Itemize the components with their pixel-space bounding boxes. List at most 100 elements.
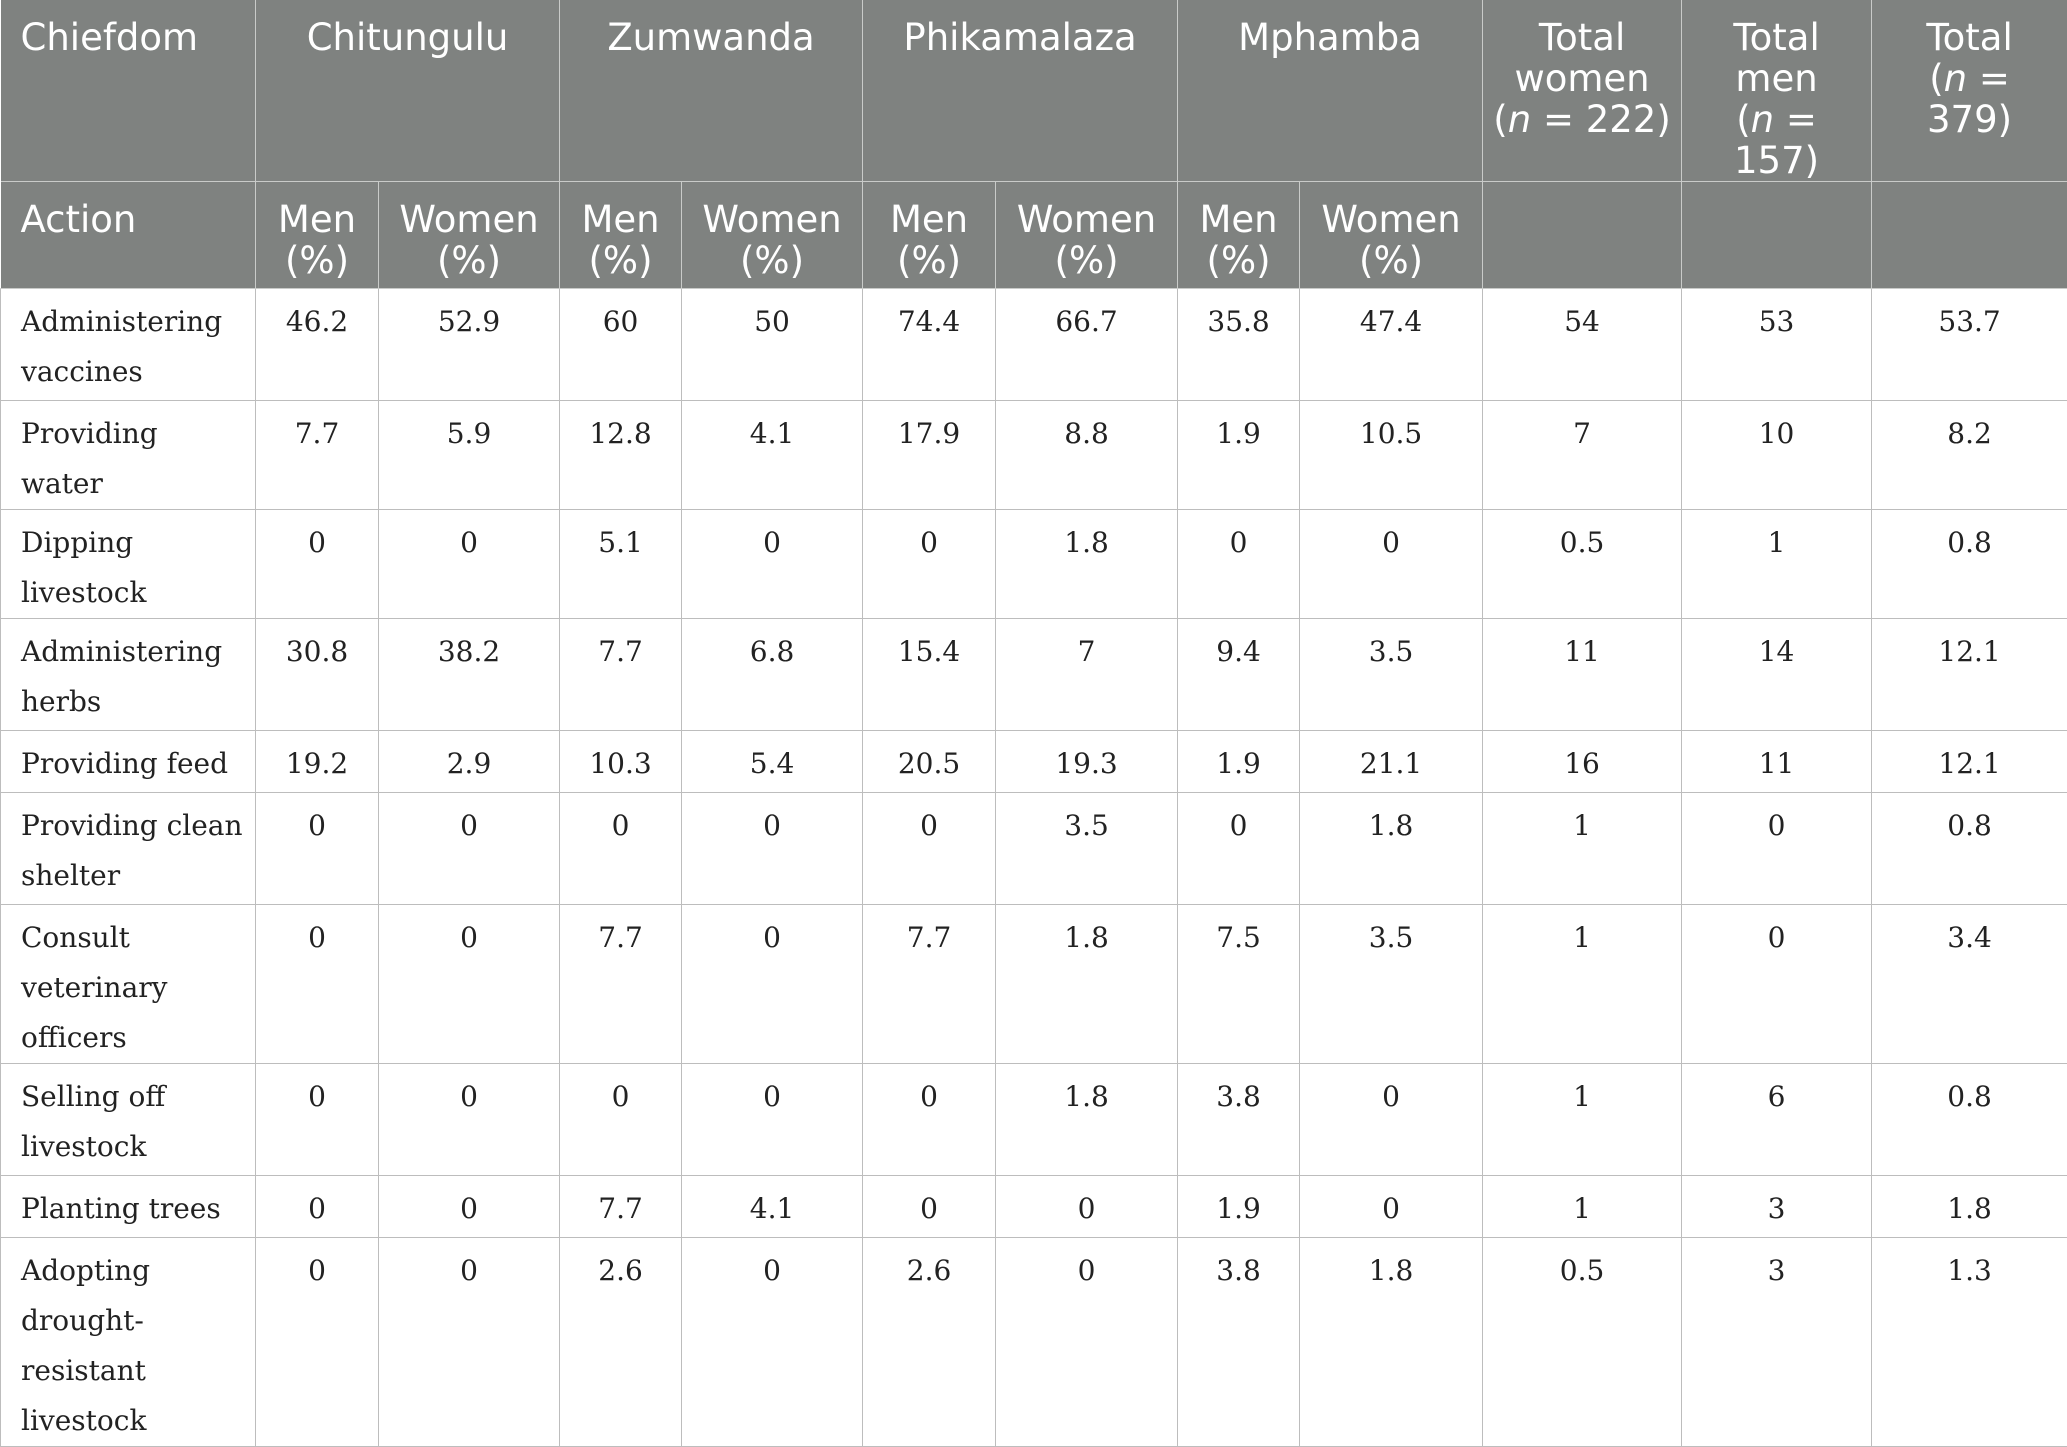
value-cell: 66.7	[996, 289, 1178, 401]
value-cell: 3.5	[996, 793, 1178, 905]
value-cell: 0	[1682, 905, 1872, 1064]
women-percent-header: Women(%)	[379, 182, 560, 289]
value-cell: 6.8	[682, 619, 863, 731]
value-cell: 60	[560, 289, 682, 401]
value-cell: 7.7	[560, 619, 682, 731]
value-cell: 38.2	[379, 619, 560, 731]
value-cell: 1.8	[1300, 1238, 1483, 1447]
value-cell: 2.6	[863, 1238, 996, 1447]
value-cell: 12.1	[1872, 619, 2067, 731]
value-cell: 3.5	[1300, 905, 1483, 1064]
chiefdom-header: Chiefdom	[1, 0, 256, 182]
action-cell: Planting trees	[1, 1176, 256, 1238]
value-cell: 1.3	[1872, 1238, 2067, 1447]
chiefdom-header-zumwanda: Zumwanda	[560, 0, 863, 182]
value-cell: 0.8	[1872, 1064, 2067, 1176]
value-cell: 15.4	[863, 619, 996, 731]
value-cell: 8.8	[996, 401, 1178, 510]
chiefdom-header-phikamalaza: Phikamalaza	[863, 0, 1178, 182]
value-cell: 0	[379, 793, 560, 905]
value-cell: 19.2	[256, 731, 379, 793]
value-cell: 0	[379, 1176, 560, 1238]
value-cell: 11	[1682, 731, 1872, 793]
value-cell: 0	[1682, 793, 1872, 905]
value-cell: 53	[1682, 289, 1872, 401]
value-cell: 0	[256, 510, 379, 619]
value-cell: 0	[682, 1238, 863, 1447]
value-cell: 1	[1483, 905, 1682, 1064]
men-percent-header: Men(%)	[863, 182, 996, 289]
value-cell: 8.2	[1872, 401, 2067, 510]
women-percent-header: Women(%)	[996, 182, 1178, 289]
value-cell: 0	[996, 1176, 1178, 1238]
value-cell: 3.5	[1300, 619, 1483, 731]
empty-header-cell	[1682, 182, 1872, 289]
value-cell: 1.9	[1178, 1176, 1300, 1238]
value-cell: 0	[379, 1238, 560, 1447]
value-cell: 9.4	[1178, 619, 1300, 731]
value-cell: 0	[1300, 1064, 1483, 1176]
chiefdom-header-mphamba: Mphamba	[1178, 0, 1483, 182]
value-cell: 0	[256, 793, 379, 905]
value-cell: 54	[1483, 289, 1682, 401]
action-cell: Providing water	[1, 401, 256, 510]
value-cell: 0	[863, 1176, 996, 1238]
value-cell: 46.2	[256, 289, 379, 401]
value-cell: 0.5	[1483, 510, 1682, 619]
value-cell: 1.9	[1178, 731, 1300, 793]
action-cell: Consult veterinary officers	[1, 905, 256, 1064]
value-cell: 0	[379, 1064, 560, 1176]
value-cell: 0	[1178, 510, 1300, 619]
value-cell: 3	[1682, 1238, 1872, 1447]
value-cell: 1	[1483, 1176, 1682, 1238]
value-cell: 0.5	[1483, 1238, 1682, 1447]
value-cell: 7.7	[560, 1176, 682, 1238]
value-cell: 0	[379, 905, 560, 1064]
value-cell: 1	[1483, 793, 1682, 905]
value-cell: 2.9	[379, 731, 560, 793]
action-cell: Adopting drought-resistant livestock	[1, 1238, 256, 1447]
value-cell: 10.3	[560, 731, 682, 793]
value-cell: 0	[863, 510, 996, 619]
value-cell: 1	[1682, 510, 1872, 619]
value-cell: 0.8	[1872, 510, 2067, 619]
value-cell: 0	[863, 1064, 996, 1176]
value-cell: 0	[682, 905, 863, 1064]
value-cell: 12.1	[1872, 731, 2067, 793]
value-cell: 47.4	[1300, 289, 1483, 401]
value-cell: 7	[996, 619, 1178, 731]
value-cell: 50	[682, 289, 863, 401]
total-header: Total(n = 379)	[1872, 0, 2067, 182]
empty-header-cell	[1483, 182, 1682, 289]
header-row-action: Action Men(%) Women(%) Men(%) Women(%) M…	[1, 182, 2067, 289]
value-cell: 3.8	[1178, 1064, 1300, 1176]
value-cell: 0	[379, 510, 560, 619]
value-cell: 14	[1682, 619, 1872, 731]
action-cell: Providing clean shelter	[1, 793, 256, 905]
value-cell: 1.8	[996, 1064, 1178, 1176]
value-cell: 10.5	[1300, 401, 1483, 510]
value-cell: 0.8	[1872, 793, 2067, 905]
women-percent-header: Women(%)	[682, 182, 863, 289]
value-cell: 11	[1483, 619, 1682, 731]
men-percent-header: Men(%)	[560, 182, 682, 289]
value-cell: 12.8	[560, 401, 682, 510]
value-cell: 5.1	[560, 510, 682, 619]
value-cell: 6	[1682, 1064, 1872, 1176]
value-cell: 7.7	[256, 401, 379, 510]
value-cell: 0	[996, 1238, 1178, 1447]
action-cell: Administering vaccines	[1, 289, 256, 401]
action-header: Action	[1, 182, 256, 289]
value-cell: 3.8	[1178, 1238, 1300, 1447]
value-cell: 10	[1682, 401, 1872, 510]
